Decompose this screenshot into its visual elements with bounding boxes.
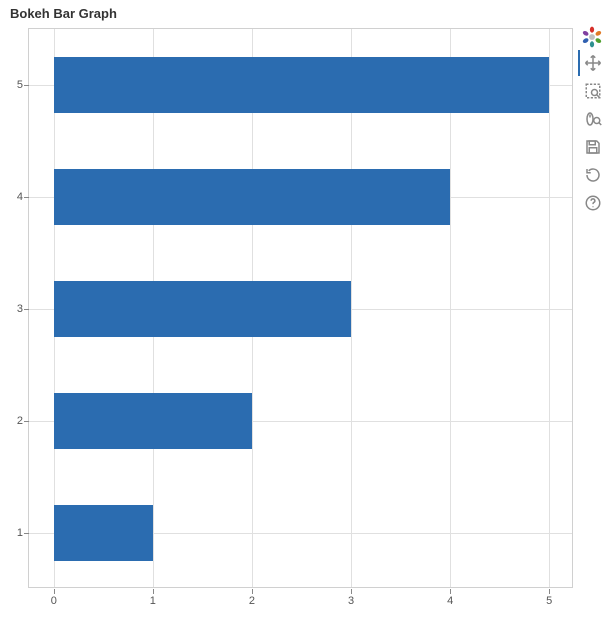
y-tick-label: 3	[11, 303, 23, 315]
x-tick-label: 5	[546, 595, 552, 607]
y-tick-mark	[24, 197, 29, 198]
box-zoom-tool-icon[interactable]	[578, 78, 606, 104]
y-tick-mark	[24, 533, 29, 534]
x-tick-label: 4	[447, 595, 453, 607]
x-tick-label: 3	[348, 595, 354, 607]
bar[interactable]	[54, 505, 153, 561]
x-tick-label: 1	[150, 595, 156, 607]
y-tick-mark	[24, 421, 29, 422]
bar[interactable]	[54, 57, 549, 113]
bar[interactable]	[54, 169, 450, 225]
x-tick-label: 2	[249, 595, 255, 607]
help-tool-icon[interactable]	[578, 190, 606, 216]
plot-outer: 01234512345	[28, 28, 573, 588]
x-gridline	[549, 29, 550, 587]
pan-tool-icon[interactable]	[578, 50, 606, 76]
chart-title: Bokeh Bar Graph	[10, 6, 117, 21]
y-tick-label: 2	[11, 415, 23, 427]
reset-tool-icon[interactable]	[578, 162, 606, 188]
x-tick-mark	[54, 589, 55, 594]
x-tick-mark	[549, 589, 550, 594]
wheel-zoom-tool-icon[interactable]	[578, 106, 606, 132]
x-tick-mark	[153, 589, 154, 594]
bar[interactable]	[54, 281, 351, 337]
x-tick-label: 0	[51, 595, 57, 607]
y-tick-label: 5	[11, 79, 23, 91]
x-tick-mark	[351, 589, 352, 594]
plot-area[interactable]: 01234512345	[28, 28, 573, 588]
x-tick-mark	[252, 589, 253, 594]
bar[interactable]	[54, 393, 252, 449]
y-tick-mark	[24, 85, 29, 86]
toolbar	[578, 26, 606, 216]
y-tick-mark	[24, 309, 29, 310]
y-tick-label: 1	[11, 527, 23, 539]
bokeh-logo-icon[interactable]	[581, 26, 603, 48]
x-tick-mark	[450, 589, 451, 594]
chart-container: Bokeh Bar Graph 01234512345	[0, 0, 608, 619]
save-tool-icon[interactable]	[578, 134, 606, 160]
y-tick-label: 4	[11, 191, 23, 203]
